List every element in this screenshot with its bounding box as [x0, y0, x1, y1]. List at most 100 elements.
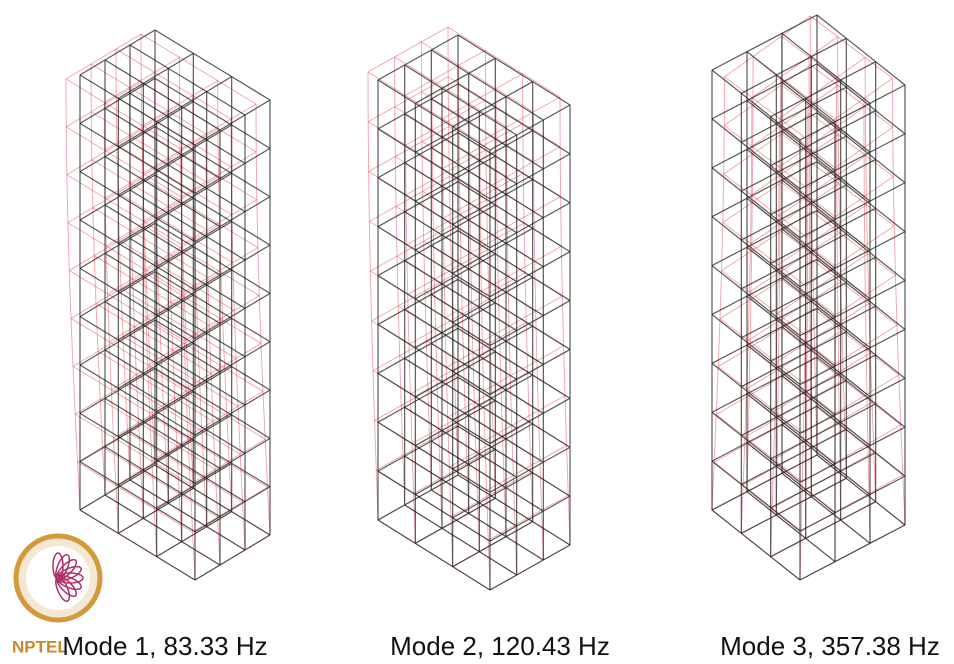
frame-member — [777, 418, 778, 467]
frame-member — [741, 533, 770, 556]
frame-member — [431, 99, 468, 122]
frame-member — [469, 156, 496, 171]
frame-member — [458, 84, 495, 107]
frame-member — [202, 431, 204, 479]
frame-member — [893, 176, 894, 225]
frame-member — [745, 418, 778, 437]
frame-member — [143, 68, 168, 83]
frame-member — [218, 129, 256, 152]
frame-member — [405, 99, 432, 114]
frame-member — [207, 92, 245, 115]
frame-member — [442, 513, 469, 528]
frame-member — [73, 366, 75, 414]
frame-member — [453, 307, 480, 322]
frame-member — [405, 114, 442, 137]
frame-member — [193, 150, 231, 173]
frame-member — [533, 179, 570, 202]
frame-member — [117, 145, 155, 168]
frame-member — [93, 208, 94, 256]
frame-member — [415, 201, 452, 224]
frame-member — [207, 77, 232, 92]
frame-member — [105, 93, 130, 108]
frame-member — [207, 318, 232, 333]
frame-member — [118, 147, 156, 170]
frame-member — [431, 294, 468, 317]
frame-member — [378, 129, 415, 152]
frame-member — [193, 295, 231, 318]
frame-member — [378, 309, 405, 324]
frame-member — [741, 484, 770, 507]
frame-member — [751, 251, 752, 299]
frame-member — [414, 479, 441, 494]
frame-member — [220, 308, 245, 323]
frame-member — [464, 364, 466, 414]
frame-member — [98, 336, 123, 351]
frame-member — [207, 463, 232, 478]
frame-member — [195, 517, 220, 532]
frame-member — [496, 138, 533, 161]
frame-member — [182, 92, 207, 107]
frame-member — [130, 287, 168, 310]
frame-member — [143, 228, 181, 251]
frame-member — [809, 37, 838, 57]
frame-member — [490, 379, 517, 394]
frame-member — [193, 102, 231, 125]
frame-member — [190, 469, 215, 484]
frame-member — [195, 323, 220, 338]
frame-member — [453, 469, 490, 492]
frame-member — [91, 49, 116, 64]
frame-member — [111, 390, 113, 438]
frame-member — [865, 106, 892, 127]
frame-member — [207, 125, 232, 140]
frame-member — [368, 57, 395, 72]
frame-member — [80, 220, 118, 243]
frame-member — [870, 353, 872, 403]
frame-member — [232, 463, 270, 486]
frame-member — [876, 453, 905, 476]
frame-member — [469, 318, 506, 341]
frame-member — [517, 364, 544, 379]
frame-member — [152, 461, 154, 509]
frame-member — [219, 176, 257, 199]
frame-member — [106, 246, 107, 294]
frame-member — [868, 444, 869, 494]
frame-member — [130, 78, 155, 93]
frame-member — [469, 171, 506, 194]
frame-member — [168, 165, 206, 188]
frame-member — [495, 303, 532, 326]
frame-member — [543, 203, 570, 218]
frame-member — [876, 355, 905, 378]
frame-member — [835, 345, 866, 365]
frame-member — [741, 142, 770, 165]
frame-member — [71, 318, 73, 366]
frame-member — [876, 502, 905, 525]
frame-member — [78, 462, 116, 485]
frame-member — [405, 50, 432, 65]
frame-member — [536, 296, 563, 311]
frame-member — [80, 75, 118, 98]
frame-member — [712, 510, 741, 533]
frame-member — [415, 543, 452, 566]
frame-member — [193, 144, 231, 167]
frame-member — [125, 384, 127, 432]
frame-member — [80, 172, 118, 195]
frame-member — [245, 100, 270, 115]
frame-member — [712, 119, 741, 142]
frame-member — [747, 345, 776, 368]
frame-member — [434, 279, 435, 329]
frame-member — [215, 469, 217, 517]
frame-member — [567, 445, 569, 495]
frame-member — [415, 494, 452, 517]
frame-member — [449, 176, 450, 226]
frame-member — [835, 295, 865, 315]
frame-member — [215, 454, 240, 469]
frame-member — [442, 122, 469, 137]
frame-member — [194, 191, 232, 214]
frame-member — [716, 367, 718, 415]
frame-member — [748, 396, 749, 444]
frame-member — [846, 136, 875, 159]
frame-member — [100, 399, 102, 447]
frame-member — [431, 148, 468, 171]
frame-member — [841, 178, 870, 201]
frame-member — [839, 372, 840, 421]
